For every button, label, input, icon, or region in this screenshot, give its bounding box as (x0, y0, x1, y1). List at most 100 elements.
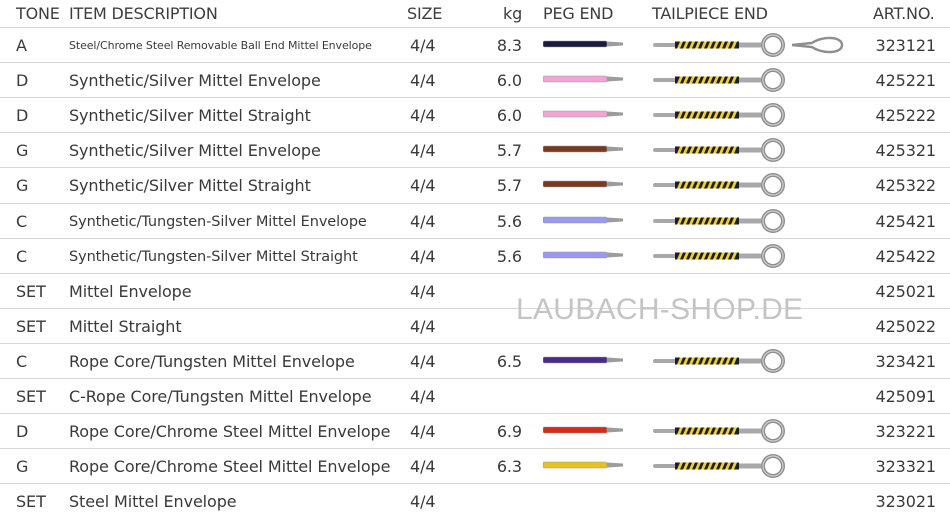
tone-cell: C (16, 246, 28, 266)
description-cell: Mittel Envelope (69, 281, 192, 301)
tone-cell: G (16, 176, 29, 196)
table-row: SET C-Rope Core/Tungsten Mittel Envelope 4… (0, 378, 950, 413)
table-row: A Steel/Chrome Steel Removable Ball End M… (0, 27, 950, 62)
article-number-cell: 323321 (875, 457, 937, 477)
peg-end-silk-icon (543, 181, 623, 188)
description-cell: Rope Core/Chrome Steel Mittel Envelope (69, 457, 391, 477)
article-number-cell: 425022 (875, 316, 937, 336)
table-row: C Synthetic/Tungsten-Silver Mittel Straig… (0, 237, 950, 273)
tension-kg-cell: 5.7 (496, 176, 522, 196)
article-number-cell: 425422 (875, 246, 937, 266)
tailpiece-ring-end-icon (653, 103, 785, 128)
size-cell: 4/4 (410, 351, 436, 371)
article-number-cell: 425421 (875, 211, 937, 231)
size-cell: 4/4 (410, 457, 436, 477)
description-cell: Synthetic/Tungsten-Silver Mittel Straigh… (69, 248, 358, 265)
header-tailpiece-end: TAILPIECE END (652, 4, 768, 23)
description-cell: Rope Core/Tungsten Mittel Envelope (69, 351, 355, 371)
description-cell: C-Rope Core/Tungsten Mittel Envelope (69, 387, 372, 406)
size-cell: 4/4 (410, 492, 436, 512)
article-number-cell: 323221 (875, 422, 937, 442)
size-cell: 4/4 (410, 36, 436, 55)
table-row: D Rope Core/Chrome Steel Mittel Envelope 4… (0, 413, 950, 448)
tone-cell: C (16, 351, 28, 371)
tailpiece-ring-end-icon (653, 33, 785, 57)
size-cell: 4/4 (410, 281, 436, 301)
peg-end-silk-icon (543, 251, 623, 258)
peg-end-silk-icon (543, 461, 623, 469)
tone-cell: A (16, 36, 27, 55)
table-row: D Synthetic/Silver Mittel Straight 4/4 6.0 4… (0, 97, 950, 132)
description-cell: Steel Mittel Envelope (69, 492, 237, 512)
tension-kg-cell: 6.5 (496, 351, 522, 371)
size-cell: 4/4 (410, 246, 436, 266)
table-header: TONE ITEM DESCRIPTION SIZE kg PEG END TA… (0, 0, 950, 27)
watermark: LAUBACH-SHOP.DE (516, 293, 804, 326)
article-number-cell: 425322 (875, 176, 937, 196)
description-cell: Synthetic/Silver Mittel Straight (69, 176, 311, 196)
peg-end-silk-icon (543, 75, 623, 83)
tone-cell: SET (16, 316, 46, 336)
tone-cell: G (16, 457, 29, 477)
header-kg: kg (503, 4, 523, 23)
tone-cell: D (16, 71, 29, 91)
header-art-no: ART.NO. (873, 4, 935, 23)
size-cell: 4/4 (410, 106, 436, 126)
description-cell: Synthetic/Tungsten-Silver Mittel Envelop… (69, 213, 367, 230)
tone-cell: D (16, 422, 29, 442)
article-number-cell: 425091 (875, 387, 937, 406)
tailpiece-ring-end-icon (653, 348, 785, 373)
article-number-cell: 425021 (875, 281, 937, 301)
article-number-cell: 323121 (875, 36, 937, 55)
tension-kg-cell: 8.3 (496, 36, 522, 55)
header-tone: TONE (16, 4, 60, 23)
peg-end-silk-icon (543, 40, 623, 48)
tailpiece-ring-end-icon (653, 68, 785, 93)
tension-kg-cell: 5.7 (496, 141, 522, 161)
tension-kg-cell: 6.0 (496, 71, 522, 91)
tone-cell: SET (16, 281, 46, 301)
tone-cell: C (16, 211, 28, 231)
size-cell: 4/4 (410, 141, 436, 161)
description-cell: Rope Core/Chrome Steel Mittel Envelope (69, 422, 391, 442)
peg-end-silk-icon (543, 426, 623, 434)
peg-end-silk-icon (543, 216, 623, 223)
description-cell: Synthetic/Silver Mittel Straight (69, 106, 311, 126)
table-row: G Synthetic/Silver Mittel Envelope 4/4 5.7 4… (0, 132, 950, 167)
header-size: SIZE (407, 4, 443, 23)
table-row: SET Mittel Straight 4/4 425022 (0, 307, 950, 343)
size-cell: 4/4 (410, 316, 436, 336)
table-row: C Rope Core/Tungsten Mittel Envelope 4/4 6.… (0, 342, 950, 378)
description-cell: Steel/Chrome Steel Removable Ball End Mi… (69, 39, 372, 52)
peg-end-silk-icon (543, 145, 623, 153)
article-number-cell: 323421 (875, 351, 937, 371)
table-row: D Synthetic/Silver Mittel Envelope 4/4 6.0 4… (0, 62, 950, 97)
tone-cell: D (16, 106, 29, 126)
article-number-cell: 425321 (875, 141, 937, 161)
article-number-cell: 425221 (875, 71, 937, 91)
tension-kg-cell: 6.9 (496, 422, 522, 442)
tension-kg-cell: 6.3 (496, 457, 522, 477)
tailpiece-ring-end-icon (653, 243, 785, 268)
peg-end-silk-icon (543, 356, 623, 364)
size-cell: 4/4 (410, 211, 436, 231)
size-cell: 4/4 (410, 422, 436, 442)
tone-cell: SET (16, 492, 46, 512)
header-peg-end: PEG END (543, 4, 614, 23)
size-cell: 4/4 (410, 176, 436, 196)
table-row: C Synthetic/Tungsten-Silver Mittel Envelo… (0, 202, 950, 238)
tension-kg-cell: 5.6 (496, 246, 522, 266)
tailpiece-ring-end-icon (653, 454, 785, 479)
description-cell: Synthetic/Silver Mittel Envelope (69, 141, 321, 161)
article-number-cell: 323021 (875, 492, 937, 512)
table-row: G Rope Core/Chrome Steel Mittel Envelope 4… (0, 448, 950, 483)
size-cell: 4/4 (410, 387, 436, 406)
tone-cell: G (16, 141, 29, 161)
header-item-description: ITEM DESCRIPTION (69, 4, 218, 23)
table-row: SET Mittel Envelope 4/4 425021 (0, 272, 950, 308)
size-cell: 4/4 (410, 71, 436, 91)
tailpiece-ring-end-icon (653, 419, 785, 444)
tone-cell: SET (16, 387, 46, 406)
article-number-cell: 425222 (875, 106, 937, 126)
tension-kg-cell: 6.0 (496, 106, 522, 126)
